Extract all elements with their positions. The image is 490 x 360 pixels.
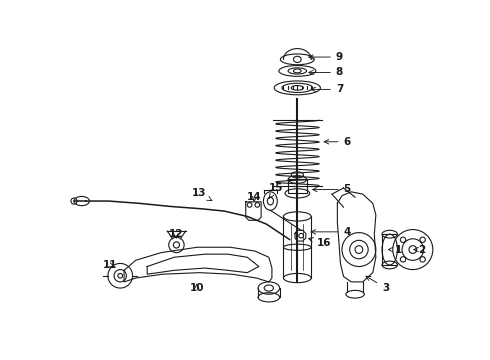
Text: 6: 6 bbox=[324, 137, 351, 147]
Bar bbox=[288, 180, 307, 193]
Text: 9: 9 bbox=[309, 52, 343, 62]
Text: 15: 15 bbox=[269, 183, 283, 198]
Text: 5: 5 bbox=[313, 184, 351, 194]
Text: 12: 12 bbox=[169, 229, 183, 239]
Text: 3: 3 bbox=[366, 276, 389, 293]
Text: 8: 8 bbox=[309, 67, 343, 77]
Text: 2: 2 bbox=[414, 244, 425, 255]
Text: 4: 4 bbox=[311, 227, 351, 237]
Text: 16: 16 bbox=[309, 238, 331, 248]
Text: 11: 11 bbox=[102, 260, 117, 270]
Text: 14: 14 bbox=[247, 192, 262, 202]
Text: 10: 10 bbox=[190, 283, 204, 293]
Text: 7: 7 bbox=[311, 84, 343, 94]
Text: 13: 13 bbox=[192, 188, 212, 201]
Text: 1: 1 bbox=[389, 244, 402, 255]
